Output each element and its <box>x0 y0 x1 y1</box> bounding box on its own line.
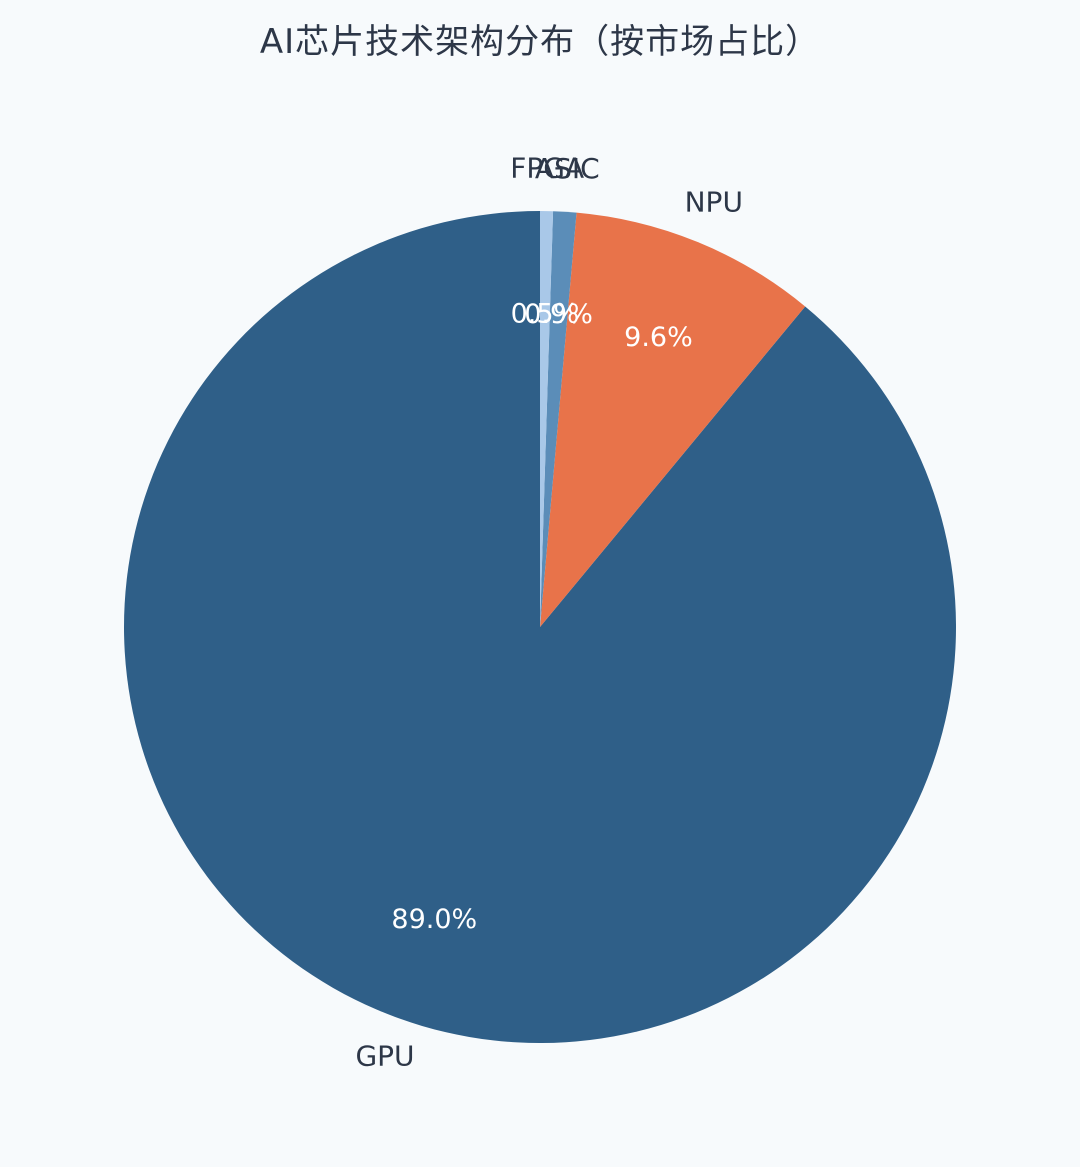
pie-slices <box>124 211 956 1043</box>
slice-pct-npu: 9.6% <box>624 322 693 353</box>
slice-label-asic: ASIC <box>535 152 600 185</box>
pie-slice-fpga <box>540 211 554 627</box>
slice-pct-asic: 0.9% <box>524 299 593 330</box>
slice-label-fpga: FPGA <box>510 151 584 184</box>
pie-slice-asic <box>540 211 577 628</box>
slice-label-npu: NPU <box>685 186 743 219</box>
slice-pct-gpu: 89.0% <box>391 904 477 935</box>
chart-title: AI芯片技术架构分布（按市场占比） <box>259 22 821 62</box>
pie-slice-npu <box>540 212 806 628</box>
pie-labels: GPU 89.0% NPU 9.6% ASIC 0.9% FPGA 0.5% <box>355 151 742 1072</box>
slice-label-gpu: GPU <box>355 1040 414 1073</box>
slice-pct-fpga: 0.5% <box>511 299 580 330</box>
